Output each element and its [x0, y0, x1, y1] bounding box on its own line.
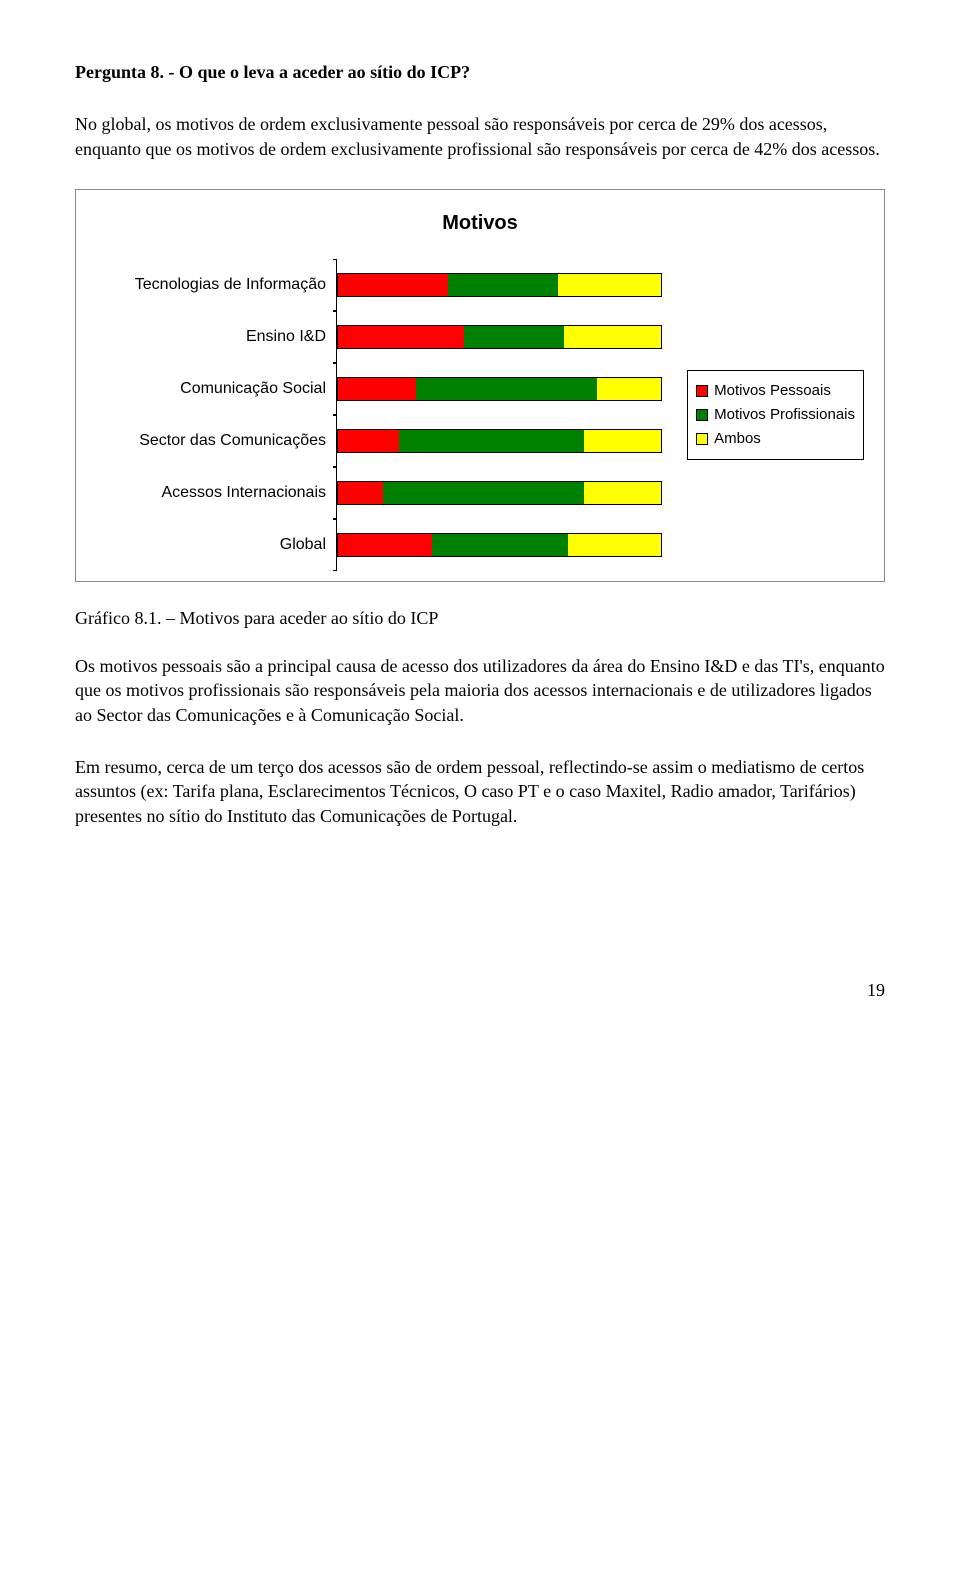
bar-segment-ambos	[568, 534, 662, 556]
bar-area	[336, 519, 669, 571]
stacked-bar	[337, 377, 662, 401]
legend-label: Motivos Pessoais	[714, 381, 831, 401]
chart-row: Comunicação Social	[96, 363, 669, 415]
stacked-bar	[337, 325, 662, 349]
chart-row: Sector das Comunicações	[96, 415, 669, 467]
motivos-chart: Motivos Tecnologias de Informação Ensino …	[75, 189, 885, 582]
bar-area	[336, 311, 669, 363]
bar-area	[336, 415, 669, 467]
bar-segment-profissionais	[383, 482, 584, 504]
legend-label: Motivos Profissionais	[714, 405, 855, 425]
bar-segment-profissionais	[399, 430, 583, 452]
legend-label: Ambos	[714, 429, 761, 449]
legend-swatch	[696, 385, 708, 397]
legend-item: Ambos	[696, 429, 855, 449]
category-label: Tecnologias de Informação	[96, 274, 336, 296]
chart-plot: Tecnologias de Informação Ensino I&D Comun…	[96, 259, 669, 571]
legend-swatch	[696, 433, 708, 445]
bar-segment-ambos	[564, 326, 661, 348]
stacked-bar	[337, 481, 662, 505]
chart-row: Ensino I&D	[96, 311, 669, 363]
bar-segment-ambos	[558, 274, 662, 296]
bar-segment-pessoais	[338, 326, 464, 348]
bar-segment-profissionais	[432, 534, 568, 556]
bar-segment-pessoais	[338, 378, 416, 400]
bar-segment-pessoais	[338, 430, 399, 452]
category-label: Acessos Internacionais	[96, 482, 336, 504]
stacked-bar	[337, 429, 662, 453]
legend-item: Motivos Pessoais	[696, 381, 855, 401]
bar-area	[336, 467, 669, 519]
chart-row: Acessos Internacionais	[96, 467, 669, 519]
bar-segment-profissionais	[448, 274, 558, 296]
chart-row: Global	[96, 519, 669, 571]
bar-segment-profissionais	[464, 326, 564, 348]
body-paragraph-2: Em resumo, cerca de um terço dos acessos…	[75, 755, 885, 828]
body-paragraph-1: Os motivos pessoais são a principal caus…	[75, 654, 885, 727]
chart-body: Tecnologias de Informação Ensino I&D Comun…	[96, 259, 864, 571]
legend-swatch	[696, 409, 708, 421]
bar-area	[336, 363, 669, 415]
bar-segment-ambos	[584, 430, 662, 452]
bar-segment-ambos	[584, 482, 662, 504]
chart-title: Motivos	[96, 210, 864, 237]
bar-segment-pessoais	[338, 482, 383, 504]
legend-item: Motivos Profissionais	[696, 405, 855, 425]
intro-paragraph: No global, os motivos de ordem exclusiva…	[75, 112, 885, 161]
category-label: Comunicação Social	[96, 378, 336, 400]
category-label: Sector das Comunicações	[96, 430, 336, 452]
bar-segment-profissionais	[416, 378, 597, 400]
stacked-bar	[337, 533, 662, 557]
chart-caption: Gráfico 8.1. – Motivos para aceder ao sí…	[75, 606, 885, 630]
bar-segment-pessoais	[338, 274, 448, 296]
bar-segment-pessoais	[338, 534, 432, 556]
bar-segment-ambos	[597, 378, 662, 400]
stacked-bar	[337, 273, 662, 297]
bar-area	[336, 259, 669, 311]
chart-row: Tecnologias de Informação	[96, 259, 669, 311]
page-number: 19	[75, 978, 885, 1002]
chart-legend: Motivos Pessoais Motivos Profissionais Amb…	[687, 370, 864, 461]
category-label: Ensino I&D	[96, 326, 336, 348]
category-label: Global	[96, 534, 336, 556]
question-heading: Pergunta 8. - O que o leva a aceder ao s…	[75, 60, 885, 84]
